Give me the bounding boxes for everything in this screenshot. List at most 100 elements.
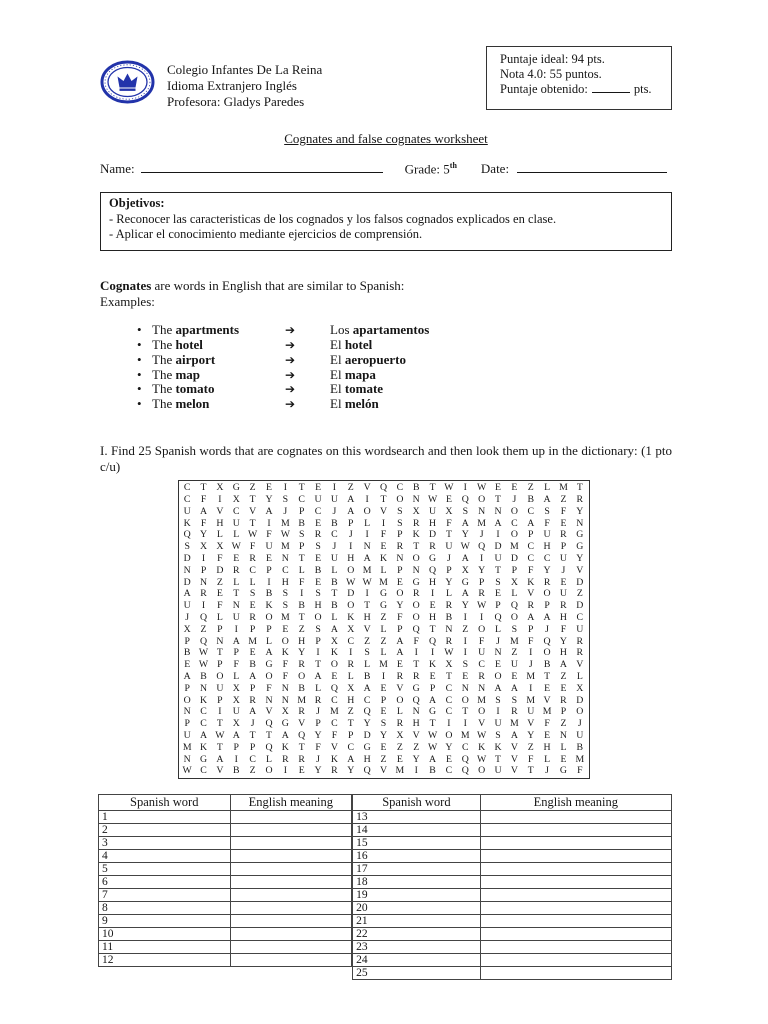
wordsearch-letter: A bbox=[510, 682, 518, 694]
answer-row-number: 24 bbox=[352, 953, 481, 968]
wordsearch-letter: X bbox=[183, 623, 191, 635]
wordsearch-letter: O bbox=[510, 529, 518, 541]
wordsearch-letter: B bbox=[576, 741, 584, 753]
wordsearch-letter: Q bbox=[510, 600, 518, 612]
wordsearch-letter: F bbox=[266, 682, 272, 694]
wordsearch-letter: O bbox=[314, 612, 322, 624]
wordsearch-letter: L bbox=[364, 659, 371, 671]
wordsearch-letter: F bbox=[544, 517, 550, 529]
wordsearch-letter: E bbox=[544, 730, 551, 741]
wordsearch-letter: F bbox=[577, 765, 583, 777]
wordsearch-letter: N bbox=[183, 706, 191, 718]
wordsearch-letter: Y bbox=[314, 730, 322, 741]
example-spanish: El aeropuerto bbox=[330, 352, 672, 368]
wordsearch-letter: W bbox=[231, 541, 241, 553]
wordsearch-letter: E bbox=[511, 482, 518, 494]
example-english-article: The bbox=[152, 336, 176, 352]
answer-row-number: 1 bbox=[98, 810, 231, 825]
example-item: • The tomato ➔ El tomate bbox=[137, 382, 672, 397]
wordsearch-letter: T bbox=[364, 600, 371, 612]
wordsearch-letter: L bbox=[576, 671, 583, 683]
answer-meaning-cell bbox=[229, 849, 353, 864]
grade-ordinal-suffix: th bbox=[449, 161, 457, 170]
wordsearch-letter: Q bbox=[412, 694, 420, 706]
wordsearch-letter: F bbox=[298, 576, 305, 588]
wordsearch-letter: E bbox=[544, 682, 551, 694]
arrow-icon: ➔ bbox=[285, 352, 296, 367]
wordsearch-letter: P bbox=[560, 706, 567, 718]
wordsearch-letter: Z bbox=[380, 612, 387, 624]
wordsearch-letter: A bbox=[183, 588, 191, 600]
wordsearch-letter: S bbox=[364, 647, 370, 659]
wordsearch-letter: F bbox=[528, 753, 534, 765]
bullet-icon: • bbox=[137, 351, 142, 367]
wordsearch-letter: O bbox=[478, 623, 486, 635]
wordsearch-letter: E bbox=[560, 576, 567, 588]
wordsearch-letter: I bbox=[414, 765, 418, 777]
wordsearch-letter: Q bbox=[265, 741, 273, 753]
date-label: Date: bbox=[480, 161, 510, 177]
wordsearch-letter: S bbox=[298, 529, 305, 541]
wordsearch-letter: Y bbox=[461, 600, 469, 612]
wordsearch-letter: C bbox=[363, 694, 371, 706]
wordsearch-letter: J bbox=[316, 706, 320, 718]
wordsearch-letter: O bbox=[281, 635, 289, 647]
spanish-word-header: Spanish word bbox=[352, 794, 481, 812]
wordsearch-letter: H bbox=[347, 694, 355, 706]
wordsearch-letter: C bbox=[232, 505, 240, 517]
wordsearch-letter: C bbox=[331, 718, 338, 730]
answer-table-row: 24 bbox=[352, 953, 673, 968]
score-nota: Nota 4.0: 55 puntos. bbox=[500, 67, 602, 81]
bullet-icon: • bbox=[137, 336, 142, 352]
wordsearch-letter: W bbox=[182, 765, 192, 777]
english-meaning-header: English meaning bbox=[479, 794, 673, 812]
wordsearch-letter: S bbox=[495, 576, 501, 588]
example-english-article: The bbox=[152, 351, 176, 367]
wordsearch-letter: W bbox=[247, 529, 258, 541]
wordsearch-letter: E bbox=[511, 671, 518, 683]
wordsearch-letter: C bbox=[478, 659, 485, 671]
wordsearch-letter: S bbox=[397, 517, 403, 529]
wordsearch-letter: K bbox=[330, 647, 338, 659]
wordsearch-letter: R bbox=[412, 517, 420, 529]
score-obtained-units: pts. bbox=[633, 82, 652, 96]
wordsearch-letter: B bbox=[543, 659, 551, 671]
wordsearch-letter: H bbox=[314, 600, 322, 612]
wordsearch-letter: E bbox=[380, 541, 387, 553]
wordsearch-letter: Q bbox=[543, 635, 551, 647]
cognates-intro: Cognates are words in English that are s… bbox=[100, 278, 672, 310]
wordsearch-letter: X bbox=[347, 682, 355, 694]
answer-row-number: 3 bbox=[98, 836, 231, 851]
wordsearch-letter: E bbox=[265, 553, 272, 565]
wordsearch-letter: Y bbox=[200, 529, 208, 541]
answer-meaning-cell bbox=[479, 914, 673, 929]
wordsearch-letter: A bbox=[347, 494, 355, 506]
wordsearch-letter: P bbox=[348, 517, 354, 529]
wordsearch-letter: E bbox=[380, 706, 387, 718]
example-spanish-article: El bbox=[330, 381, 345, 397]
wordsearch-letter: C bbox=[445, 765, 453, 777]
example-spanish-article: El bbox=[330, 396, 345, 412]
wordsearch-letter: Z bbox=[527, 482, 534, 494]
wordsearch-letter: U bbox=[543, 529, 551, 541]
wordsearch-letter: P bbox=[478, 576, 485, 588]
arrow-icon: ➔ bbox=[285, 397, 296, 412]
wordsearch-letter: F bbox=[282, 659, 289, 671]
answer-row-number: 14 bbox=[352, 823, 481, 838]
answer-meaning-cell bbox=[479, 862, 673, 877]
wordsearch-letter: E bbox=[429, 671, 436, 683]
answer-meaning-cell bbox=[229, 823, 353, 838]
wordsearch-letter: L bbox=[298, 564, 305, 576]
wordsearch-letter: Z bbox=[462, 623, 469, 635]
example-item: • The airport ➔ El aeropuerto bbox=[137, 351, 672, 368]
wordsearch-letter: M bbox=[526, 671, 536, 683]
wordsearch-letter: Y bbox=[412, 753, 420, 765]
wordsearch-letter: H bbox=[363, 612, 371, 624]
bullet-icon: • bbox=[137, 321, 142, 337]
wordsearch-letter: I bbox=[381, 517, 386, 529]
task-instruction: I. Find 25 Spanish words that are cognat… bbox=[100, 443, 672, 474]
wordsearch-letter: P bbox=[511, 564, 518, 576]
answer-row-number: 18 bbox=[352, 875, 481, 890]
